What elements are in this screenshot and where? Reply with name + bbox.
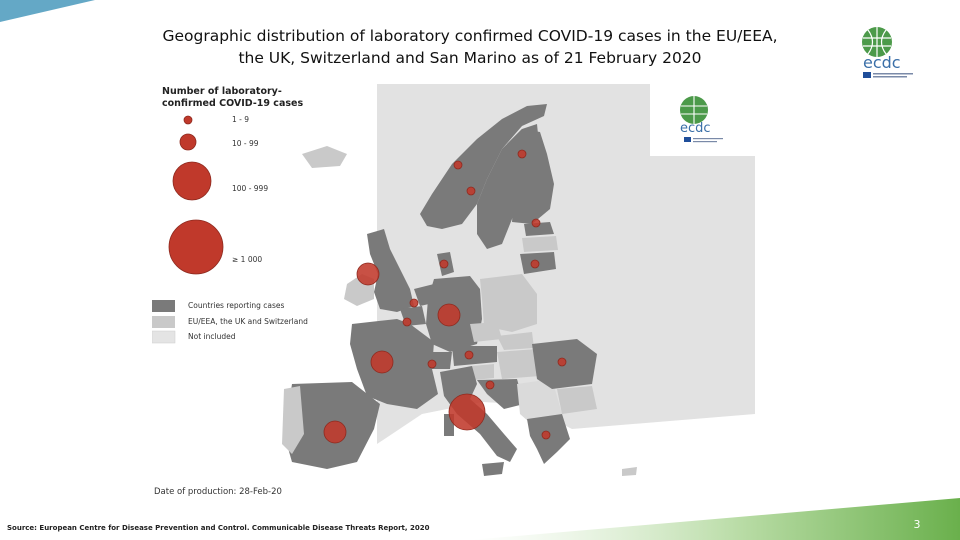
country-norway: [420, 104, 547, 229]
bubble-italy: [448, 393, 486, 431]
legend-swatch-eu-eea: [152, 316, 175, 328]
country-slovenia: [472, 364, 494, 380]
map-panel: ecdc: [152, 84, 755, 501]
bubble-belgium: [402, 317, 412, 327]
legend-title: Number of laboratory-confirmed COVID-19 …: [162, 86, 304, 109]
country-bulgaria: [557, 386, 597, 414]
country-latvia: [522, 236, 558, 252]
bubble-norway: [453, 160, 463, 170]
slide-title: Geographic distribution of laboratory co…: [40, 25, 900, 69]
legend-size-label-1: 1 - 9: [232, 115, 250, 124]
logo-wordmark: ecdc: [863, 53, 901, 72]
legend-fill-label-3: Not included: [188, 332, 236, 341]
bubble-united-kingdom: [356, 262, 380, 286]
source-note: Source: European Centre for Disease Prev…: [7, 524, 430, 532]
country-estonia: [524, 222, 554, 236]
bubble-finland: [517, 149, 527, 159]
production-date: Date of production: 28-Feb-20: [154, 487, 282, 497]
legend-bubble-1000-plus: [168, 219, 224, 275]
bubble-romania: [557, 357, 567, 367]
country-austria: [452, 346, 497, 366]
bubble-spain: [323, 420, 347, 444]
bubble-estonia: [531, 218, 541, 228]
bubble-germany: [437, 303, 461, 327]
map-ecdc-logo: ecdc: [680, 96, 723, 143]
legend-size-label-2: 10 - 99: [232, 139, 259, 148]
bubble-netherlands: [409, 298, 419, 308]
legend-size-label-3: 100 - 999: [232, 184, 269, 193]
legend-bubble-10-99: [179, 133, 197, 151]
country-united-kingdom: [367, 229, 414, 312]
legend-fill-label-2: EU/EEA, the UK and Switzerland: [188, 317, 308, 326]
country-czechia: [470, 322, 502, 342]
country-hungary: [497, 349, 540, 379]
ecdc-logo: ecdc: [862, 27, 913, 78]
corner-accent: [0, 0, 95, 22]
legend-swatch-reporting: [152, 300, 175, 312]
country-poland: [480, 274, 537, 332]
legend-fill-label-1: Countries reporting cases: [188, 301, 285, 310]
country-slovakia: [497, 332, 534, 350]
bubble-lithuania: [530, 259, 540, 269]
country-greece: [527, 414, 570, 464]
bubble-sweden: [466, 186, 476, 196]
case-bubbles: [323, 149, 567, 444]
country-france: [350, 319, 438, 409]
region-sicily: [482, 462, 504, 476]
title-line-2: the UK, Switzerland and San Marino as of…: [238, 49, 702, 67]
title-line-1: Geographic distribution of laboratory co…: [162, 27, 778, 45]
country-iceland: [302, 146, 347, 168]
bubble-croatia: [485, 380, 495, 390]
legend-bubble-100-999: [172, 161, 212, 201]
bubble-greece: [541, 430, 551, 440]
country-portugal: [282, 386, 304, 454]
legend-swatch-not-included: [152, 330, 176, 344]
legend-symbols: [152, 115, 224, 344]
bubble-france: [370, 350, 394, 374]
map-logo-wordmark: ecdc: [680, 121, 711, 136]
country-switzerland: [424, 352, 452, 369]
slide-number: 3: [913, 518, 921, 531]
country-cyprus: [622, 467, 637, 476]
bubble-switzerland: [427, 359, 437, 369]
europe-map: ecdc: [152, 84, 755, 501]
bubble-austria: [464, 350, 474, 360]
legend-size-label-4: ≥ 1 000: [232, 255, 263, 264]
bubble-denmark: [439, 259, 449, 269]
legend-bubble-1-9: [183, 115, 193, 125]
